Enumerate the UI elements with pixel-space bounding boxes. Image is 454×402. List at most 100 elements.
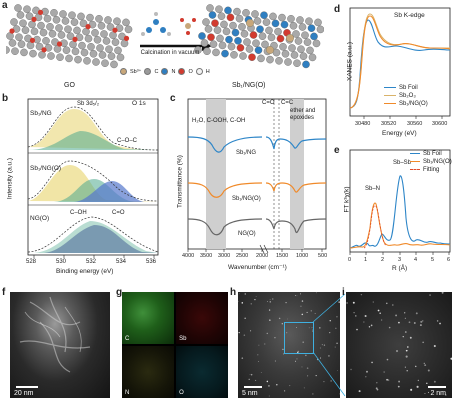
- sheet-atom: [218, 41, 227, 50]
- sheet-atom: [275, 57, 283, 65]
- panel-label-c: c: [170, 93, 176, 104]
- sheet-atom: [68, 11, 76, 20]
- sheet-atom: [79, 19, 88, 28]
- single-atom-dot: [323, 381, 325, 383]
- single-atom-dot: [241, 302, 244, 304]
- single-atom-dot: [250, 373, 253, 376]
- sheet-atom: [35, 42, 44, 51]
- single-atom-dot: [404, 317, 406, 319]
- legend-o-label: O: [188, 68, 193, 75]
- single-atom-dot: [299, 293, 302, 295]
- sheet-atom: [261, 40, 269, 49]
- panel-d-legend: Sb Foil Sb₂O₃ Sb₁/NG(O): [384, 84, 428, 108]
- sheet-atom: [96, 44, 104, 52]
- sheet-atom: [17, 40, 26, 49]
- single-atom-dot: [395, 314, 398, 317]
- single-atom-dot: [287, 318, 288, 320]
- single-atom-dot: [436, 320, 439, 322]
- single-atom-dot: [365, 376, 367, 378]
- sheet-atom: [279, 43, 287, 51]
- panel-label-i: i: [342, 287, 345, 298]
- single-atom-dot: [421, 320, 424, 322]
- sheet-atom: [243, 38, 251, 46]
- sheet-atom: [194, 46, 202, 54]
- panel-label-e: e: [334, 145, 340, 156]
- sheet-atom: [91, 28, 99, 37]
- eds-map-c: C: [122, 292, 174, 344]
- panel-b-annot-co: C=O: [112, 210, 125, 216]
- sheet-atom: [305, 17, 313, 26]
- panel-c-sample-3: NG(O): [238, 231, 256, 237]
- single-atom-dot: [420, 320, 423, 323]
- single-atom-dot: [397, 385, 400, 388]
- single-atom-dot: [238, 332, 240, 334]
- sheet-atom: [262, 18, 271, 27]
- legend-sb-icon: [120, 68, 127, 75]
- single-atom-dot: [319, 327, 321, 329]
- single-atom-dot: [315, 292, 317, 294]
- single-atom-dot: [405, 355, 408, 358]
- single-atom-dot: [258, 344, 260, 346]
- single-atom-dot: [398, 380, 401, 383]
- sheet-atom: [217, 12, 226, 21]
- legend-h-label: H: [205, 68, 210, 75]
- sheet-atom: [298, 23, 307, 31]
- panel-e-legend-1: Sb Foil: [410, 150, 452, 158]
- single-atom-dot: [404, 312, 406, 314]
- single-atom-dot: [307, 375, 309, 377]
- panel-label-d: d: [334, 4, 341, 15]
- single-atom-dot: [354, 315, 357, 317]
- single-atom-dot: [353, 312, 355, 314]
- panel-d-legend-2-label: Sb₂O₃: [399, 93, 416, 99]
- single-atom-dot: [417, 379, 420, 382]
- sheet-atom: [267, 33, 276, 42]
- panel-e-xlabel: R (Å): [392, 265, 408, 272]
- sheet-oxygen-atom: [41, 47, 47, 53]
- zoom-region-box: [284, 322, 314, 354]
- sheet-atom: [84, 34, 93, 43]
- single-atom-dot: [356, 328, 358, 331]
- panel-label-h: h: [230, 287, 237, 298]
- single-atom-dot: [386, 378, 388, 381]
- sheet-atom: [236, 44, 245, 52]
- sheet-atom: [290, 51, 299, 59]
- sheet-atom: [29, 49, 37, 58]
- sheet-atom: [257, 54, 265, 63]
- single-atom-dot: [329, 331, 331, 334]
- panel-c-ftir-plot: [187, 98, 327, 254]
- panel-c-xtick-2: 3500: [200, 253, 213, 259]
- single-atom-dot: [339, 393, 340, 395]
- single-atom-dot: [380, 319, 383, 321]
- panel-c-ylabel: Transmittance (%): [176, 155, 184, 208]
- single-atom-dot: [376, 382, 378, 384]
- panel-d-xtick-4: 30600: [432, 121, 448, 127]
- single-atom-dot: [406, 346, 409, 348]
- sheet-atom: [11, 47, 19, 56]
- go-sheet: [6, 4, 133, 69]
- single-atom-dot: [266, 380, 269, 383]
- single-atom-dot: [416, 385, 419, 388]
- single-atom-dot: [372, 301, 374, 303]
- single-atom-dot: [244, 317, 246, 320]
- panel-e-xtick-7: 6: [447, 257, 451, 263]
- single-atom-dot: [375, 387, 378, 390]
- sheet-atom: [289, 21, 298, 30]
- panel-h-scale-bar: [244, 386, 262, 388]
- single-atom-dot: [323, 344, 326, 346]
- single-atom-dot: [391, 304, 394, 306]
- sheet-atom: [240, 29, 249, 38]
- single-atom-dot: [383, 371, 385, 373]
- sheet-atom: [316, 25, 324, 34]
- sheet-atom: [256, 25, 264, 34]
- single-atom-dot: [295, 360, 297, 362]
- sheet-atom: [253, 17, 262, 25]
- panel-d-legend-3: Sb₁/NG(O): [384, 100, 428, 108]
- panel-e-legend-3: Fitting: [410, 166, 452, 174]
- sheet-atom: [215, 5, 223, 13]
- single-atom-dot: [243, 334, 246, 336]
- sheet-atom: [8, 39, 17, 47]
- single-atom-dot: [289, 385, 291, 387]
- panel-e-legend-2-label: Sb₁/NG(O): [423, 159, 452, 165]
- atom-legend: Sb³⁺ C N O H: [120, 68, 210, 75]
- single-atom-dot: [424, 364, 427, 367]
